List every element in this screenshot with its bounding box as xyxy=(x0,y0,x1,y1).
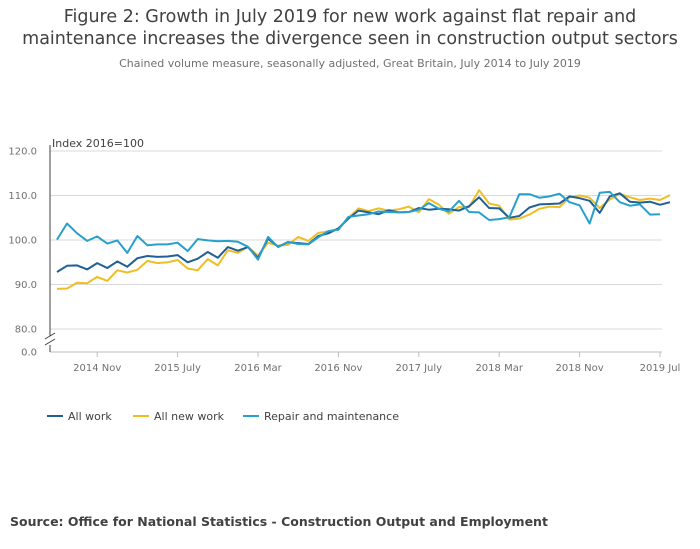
y-tick-label: 120.0 xyxy=(8,147,37,158)
legend-label: All work xyxy=(68,410,112,423)
x-tick-label: 2014 Nov xyxy=(73,363,121,374)
legend: All work All new work Repair and maintenan… xyxy=(47,410,399,423)
x-tick-label: 2017 July xyxy=(395,363,442,374)
x-tick-label: 2016 Mar xyxy=(234,363,282,374)
axis-break-icon xyxy=(44,332,56,346)
series-line-all-work xyxy=(56,192,671,273)
chart-subtitle: Chained volume measure, seasonally adjus… xyxy=(119,57,581,70)
legend-item: All work xyxy=(47,410,112,423)
x-tick-label: 2016 Nov xyxy=(314,363,362,374)
legend-item: Repair and maintenance xyxy=(243,410,399,423)
legend-item: All new work xyxy=(133,410,225,423)
y-axis-unit-label: Index 2016=100 xyxy=(52,137,144,150)
axes: 120.0 110.0 100.0 90.0 80.0 0.0 2014 Nov 2015 J… xyxy=(8,145,680,374)
x-tick-label: 2018 Mar xyxy=(475,363,523,374)
y-tick-label: 110.0 xyxy=(8,191,37,202)
x-tick-label: 2019 Jul xyxy=(640,363,681,374)
legend-label: Repair and maintenance xyxy=(264,410,399,423)
legend-label: All new work xyxy=(154,410,225,423)
y-tick-label-zero: 0.0 xyxy=(21,348,37,359)
x-tick-label: 2015 July xyxy=(154,363,201,374)
series-line-all-new-work xyxy=(56,189,671,290)
y-tick-label: 100.0 xyxy=(8,236,37,247)
chart-title: Figure 2: Growth in July 2019 for new wo… xyxy=(0,6,700,50)
grid-lines xyxy=(50,150,662,353)
y-tick-label: 90.0 xyxy=(15,280,37,291)
chart-title-line-2: maintenance increases the divergence see… xyxy=(22,29,678,49)
source-note: Source: Office for National Statistics -… xyxy=(10,514,548,529)
y-tick-label: 80.0 xyxy=(15,325,37,336)
series-lines xyxy=(56,189,671,290)
x-tick-label: 2018 Nov xyxy=(556,363,604,374)
series-line-repair-and-maintenance xyxy=(56,190,661,261)
chart-title-line-1: Figure 2: Growth in July 2019 for new wo… xyxy=(63,7,637,27)
